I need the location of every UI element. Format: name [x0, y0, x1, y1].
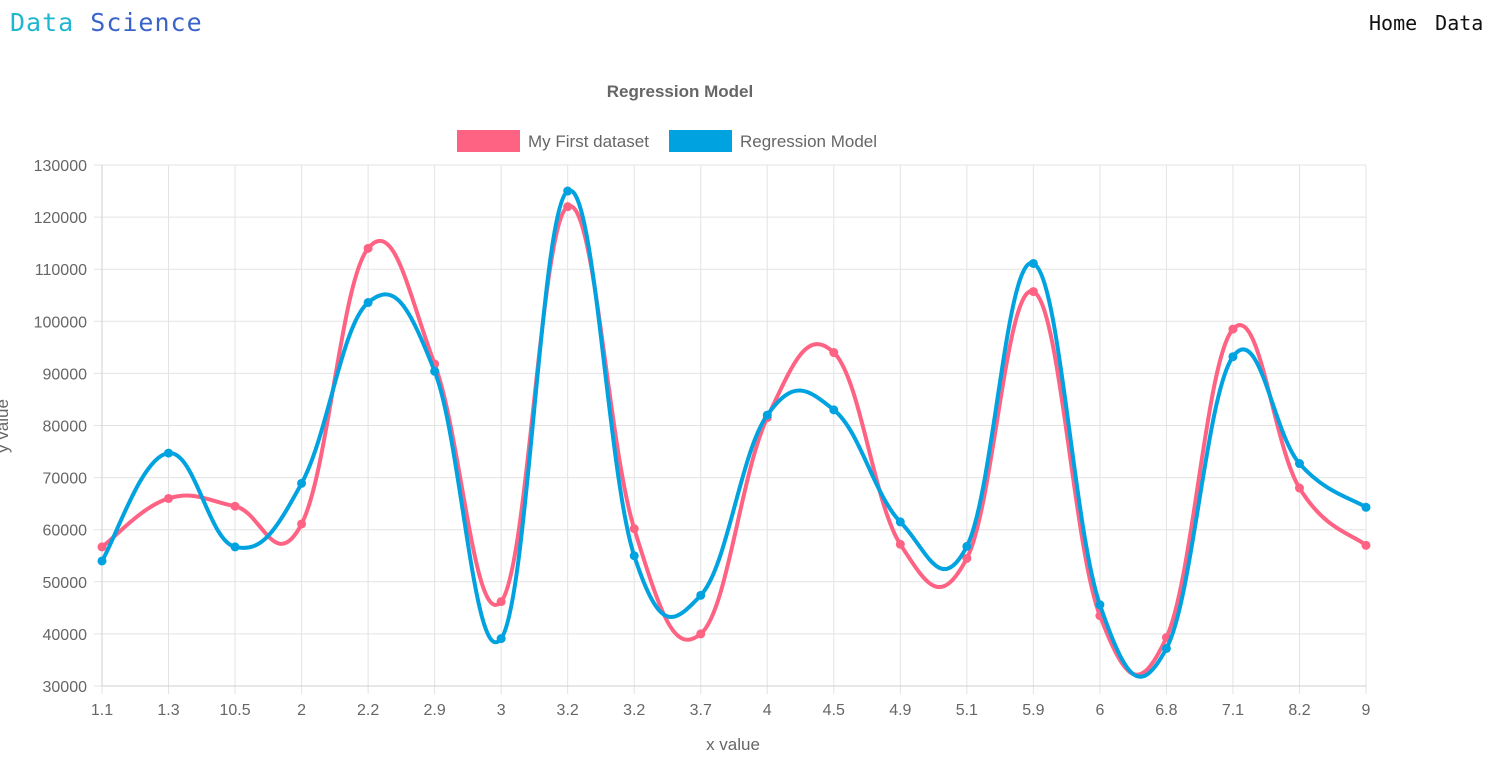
legend-label: Regression Model [740, 132, 877, 151]
x-tick-label: 5.1 [956, 702, 978, 719]
x-tick-label: 3 [497, 702, 506, 719]
x-axis-label: x value [706, 735, 760, 754]
data-point[interactable] [97, 556, 107, 566]
data-point[interactable] [1361, 502, 1371, 512]
data-point[interactable] [496, 597, 506, 607]
x-tick-label: 5.9 [1022, 702, 1044, 719]
legend-item[interactable]: Regression Model [669, 130, 877, 152]
y-tick-label: 30000 [43, 679, 88, 696]
data-point[interactable] [496, 634, 506, 644]
data-point[interactable] [1028, 258, 1038, 268]
x-tick-label: 1.1 [91, 702, 113, 719]
x-tick-label: 3.7 [690, 702, 712, 719]
navbar: Data Science Home Data [0, 0, 1509, 50]
data-point[interactable] [895, 539, 905, 549]
chart-legend: My First dataset Regression Model [457, 130, 877, 152]
chart-title: Regression Model [607, 82, 753, 101]
data-point[interactable] [829, 405, 839, 415]
x-tick-label: 4 [763, 702, 772, 719]
data-point[interactable] [1294, 483, 1304, 493]
x-tick-label: 10.5 [219, 702, 250, 719]
legend-swatch [457, 130, 520, 152]
data-point[interactable] [895, 517, 905, 527]
y-tick-label: 50000 [43, 575, 88, 592]
x-tick-label: 8.2 [1288, 702, 1310, 719]
data-point[interactable] [762, 410, 772, 420]
data-point[interactable] [1228, 352, 1238, 362]
x-tick-label: 1.3 [157, 702, 179, 719]
y-tick-label: 100000 [34, 314, 87, 331]
data-point[interactable] [297, 519, 307, 529]
brand-logo[interactable]: Data Science [10, 8, 203, 38]
x-tick-label: 2.9 [424, 702, 446, 719]
x-tick-label: 6 [1095, 702, 1104, 719]
data-point[interactable] [962, 553, 972, 563]
y-tick-label: 40000 [43, 627, 88, 644]
data-point[interactable] [164, 448, 174, 458]
data-point[interactable] [164, 493, 174, 503]
data-point[interactable] [297, 478, 307, 488]
y-axis-label: y value [0, 399, 12, 453]
data-point[interactable] [563, 186, 573, 196]
x-tick-label: 2 [297, 702, 306, 719]
data-point[interactable] [1361, 540, 1371, 550]
brand-part-1: Data [10, 8, 75, 37]
data-point[interactable] [1095, 600, 1105, 610]
x-axis-ticks: 1.1 1.3 10.5 2 2.2 2.9 3 3.2 3.2 3.7 4 4.5 4.9 5.1 5.9… [91, 702, 1371, 719]
data-point[interactable] [1161, 643, 1171, 653]
nav-link-home[interactable]: Home [1369, 11, 1418, 35]
data-point[interactable] [230, 542, 240, 552]
legend-swatch [669, 130, 732, 152]
nav-links: Home Data [1369, 11, 1509, 35]
y-tick-label: 110000 [35, 262, 87, 279]
data-point[interactable] [962, 541, 972, 551]
y-tick-label: 70000 [43, 471, 88, 488]
data-point[interactable] [363, 298, 373, 308]
data-point[interactable] [230, 501, 240, 511]
series-line [100, 188, 1368, 679]
x-tick-label: 7.1 [1222, 702, 1244, 719]
data-point[interactable] [696, 629, 706, 639]
data-point[interactable] [1294, 459, 1304, 469]
data-point[interactable] [629, 524, 639, 534]
series-my-first-dataset [97, 202, 1371, 677]
data-point[interactable] [563, 202, 573, 212]
x-tick-label: 9 [1362, 702, 1371, 719]
data-point[interactable] [629, 551, 639, 561]
x-tick-label: 3.2 [557, 702, 579, 719]
data-point[interactable] [430, 366, 440, 376]
x-tick-label: 6.8 [1155, 702, 1177, 719]
brand-part-2: Science [90, 8, 203, 37]
nav-link-data[interactable]: Data [1435, 11, 1484, 35]
y-tick-label: 120000 [34, 210, 87, 227]
y-tick-label: 130000 [34, 158, 87, 175]
legend-label: My First dataset [528, 132, 649, 151]
y-tick-label: 60000 [43, 523, 88, 540]
data-point[interactable] [1228, 324, 1238, 334]
chart-series [97, 186, 1371, 679]
x-tick-label: 4.5 [823, 702, 845, 719]
y-tick-label: 90000 [43, 366, 88, 383]
series-regression-model [97, 186, 1371, 679]
y-axis-ticks: 30000 40000 50000 60000 70000 80000 90000 10000… [34, 158, 87, 696]
x-tick-label: 3.2 [623, 702, 645, 719]
data-point[interactable] [97, 542, 107, 552]
data-point[interactable] [363, 243, 373, 253]
series-line [100, 204, 1368, 677]
data-point[interactable] [1028, 287, 1038, 297]
legend-item[interactable]: My First dataset [457, 130, 649, 152]
x-tick-label: 4.9 [889, 702, 911, 719]
data-point[interactable] [829, 348, 839, 358]
x-tick-label: 2.2 [357, 702, 379, 719]
y-tick-label: 80000 [43, 419, 88, 436]
data-point[interactable] [696, 590, 706, 600]
